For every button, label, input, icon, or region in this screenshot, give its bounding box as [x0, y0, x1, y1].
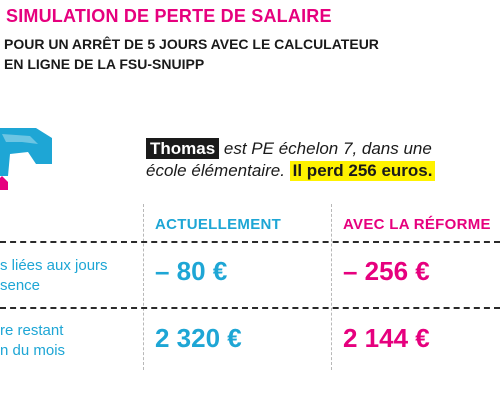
- remaining-salary-current-value: 2 320 €: [155, 323, 242, 353]
- row-label-remaining-salary-line-1: re restant: [0, 322, 64, 339]
- person-name: Thomas: [146, 138, 220, 159]
- intro-line-2-text: école élémentaire.: [146, 161, 290, 180]
- subtitle-line-1: POUR UN ARRÊT DE 5 JOURS AVEC LE CALCULA…: [4, 36, 379, 52]
- subtitle-line-2: EN LIGNE DE LA FSU-SNUIPP: [4, 56, 205, 72]
- deduction-current-value: – 80 €: [155, 256, 228, 286]
- page-title: SIMULATION DE PERTE DE SALAIRE: [6, 6, 332, 26]
- row-divider-2: [0, 307, 500, 309]
- row-label-deductions-line-1: s liées aux jours: [0, 257, 108, 274]
- row-divider-1: [0, 241, 500, 243]
- deduction-reform-value: – 256 €: [343, 256, 430, 286]
- row-label-remaining-salary-line-2: n du mois: [0, 342, 66, 359]
- row-label-deductions-line-2: sence: [0, 277, 41, 294]
- fsu-snuipp-logo-icon: [0, 128, 52, 190]
- column-divider-2: [331, 204, 332, 370]
- intro-line-2: école élémentaire. Il perd 256 euros.: [146, 160, 500, 182]
- intro-line-1: Thomas est PE échelon 7, dans une: [146, 138, 500, 160]
- column-header-reform: AVEC LA RÉFORME: [343, 216, 491, 233]
- remaining-salary-reform-value: 2 144 €: [343, 323, 430, 353]
- row-label-remaining-salary: re restant n du mois: [0, 321, 65, 361]
- intro-line-1-rest: est PE échelon 7, dans une: [219, 139, 432, 158]
- column-divider-1: [143, 204, 144, 370]
- row-label-deductions: s liées aux jours sence: [0, 256, 108, 296]
- intro-text: Thomas est PE échelon 7, dans une école …: [146, 138, 500, 182]
- loss-highlight: Il perd 256 euros.: [289, 161, 436, 181]
- column-header-current: ACTUELLEMENT: [155, 216, 282, 233]
